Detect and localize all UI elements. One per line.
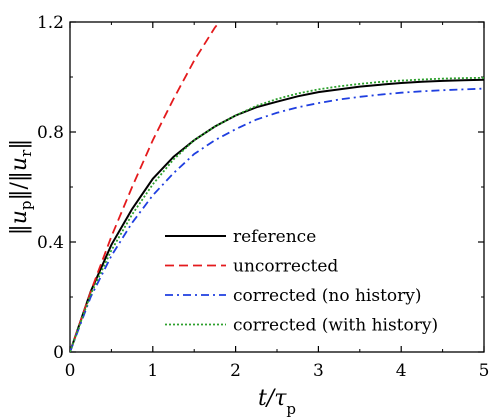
y-tick-label: 0.8 — [37, 123, 64, 143]
legend-label: corrected (no history) — [233, 286, 422, 306]
y-tick-label: 1.2 — [37, 13, 64, 33]
legend-label: corrected (with history) — [233, 316, 438, 336]
series-line — [70, 78, 484, 352]
series-line — [70, 22, 221, 352]
y-tick-label: 0 — [53, 343, 64, 363]
y-tick-label: 0.4 — [37, 233, 64, 253]
series-line — [70, 76, 484, 352]
x-tick-label: 3 — [313, 361, 324, 381]
x-axis-label: t/τp — [258, 386, 296, 418]
legend-label: reference — [233, 227, 316, 247]
series-line — [70, 87, 484, 352]
x-tick-label: 5 — [479, 361, 490, 381]
legend-label: uncorrected — [233, 257, 338, 277]
x-tick-label: 4 — [396, 361, 407, 381]
x-tick-label: 2 — [230, 361, 241, 381]
legend: reference uncorrected corrected (no histor… — [165, 227, 438, 336]
x-tick-label: 0 — [65, 361, 76, 381]
x-tick-label: 1 — [147, 361, 158, 381]
y-axis-label: ‖up‖/‖ur‖ — [7, 139, 35, 236]
